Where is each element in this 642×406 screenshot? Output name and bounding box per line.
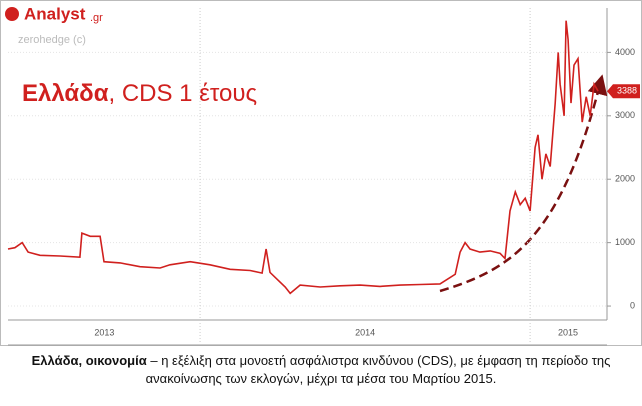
x-tick-label: 2014 <box>355 327 375 337</box>
frame <box>0 0 642 346</box>
last-value-box <box>607 84 640 99</box>
source: zerohedge (c) <box>18 34 86 46</box>
trend-arrow <box>439 74 608 293</box>
title-bold: Ελλάδα <box>22 80 109 107</box>
x-tick-label: 2013 <box>94 327 114 337</box>
y-tick-label: 4000 <box>615 47 635 57</box>
x-tick-label: 2015 <box>558 327 578 337</box>
title-rest: , CDS 1 έτους <box>108 80 257 107</box>
y-tick-label: 2000 <box>615 174 635 184</box>
y-tick-label: 0 <box>630 300 635 310</box>
caption-bold: Ελλάδα, οικονομία <box>31 353 147 368</box>
last-value-label: 3388 <box>617 86 637 96</box>
caption-text: – η εξέλιξη στα μονοετή ασφάλιστρα κινδύ… <box>145 353 611 386</box>
line <box>7 20 599 295</box>
chart-title: Ελλάδα, CDS 1 έτους <box>22 80 257 107</box>
logo: Analyst <box>24 4 86 23</box>
y-tick-label: 1000 <box>615 237 635 247</box>
logo-icon <box>5 7 19 21</box>
chart: Analyst .gr zerohedge (c) Ελλάδα, CDS 1 … <box>0 0 642 346</box>
y-tick-label: 3000 <box>615 110 635 120</box>
logo-suffix: .gr <box>90 12 103 24</box>
caption: Ελλάδα, οικονομία – η εξέλιξη στα μονοετ… <box>10 352 632 388</box>
